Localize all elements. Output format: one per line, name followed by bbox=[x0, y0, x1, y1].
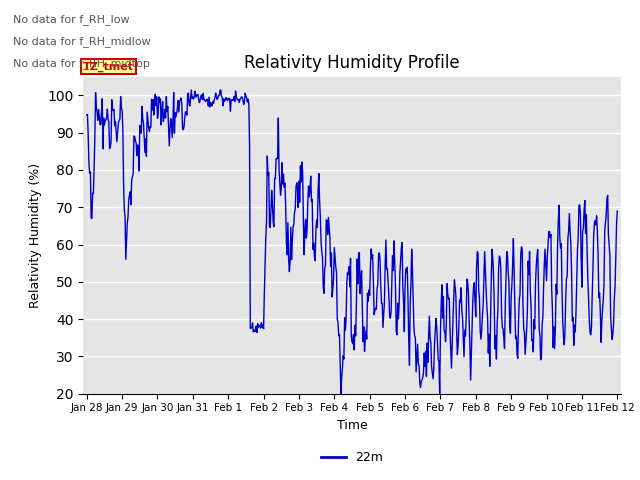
Y-axis label: Relativity Humidity (%): Relativity Humidity (%) bbox=[29, 163, 42, 308]
Text: No data for f_RH_midlow: No data for f_RH_midlow bbox=[13, 36, 150, 47]
X-axis label: Time: Time bbox=[337, 419, 367, 432]
Text: TZ_tmet: TZ_tmet bbox=[83, 61, 134, 72]
Title: Relativity Humidity Profile: Relativity Humidity Profile bbox=[244, 54, 460, 72]
Text: No data for f_RH_low: No data for f_RH_low bbox=[13, 14, 129, 25]
Text: No data for f_RH_midtop: No data for f_RH_midtop bbox=[13, 58, 150, 69]
Legend: 22m: 22m bbox=[316, 446, 388, 469]
